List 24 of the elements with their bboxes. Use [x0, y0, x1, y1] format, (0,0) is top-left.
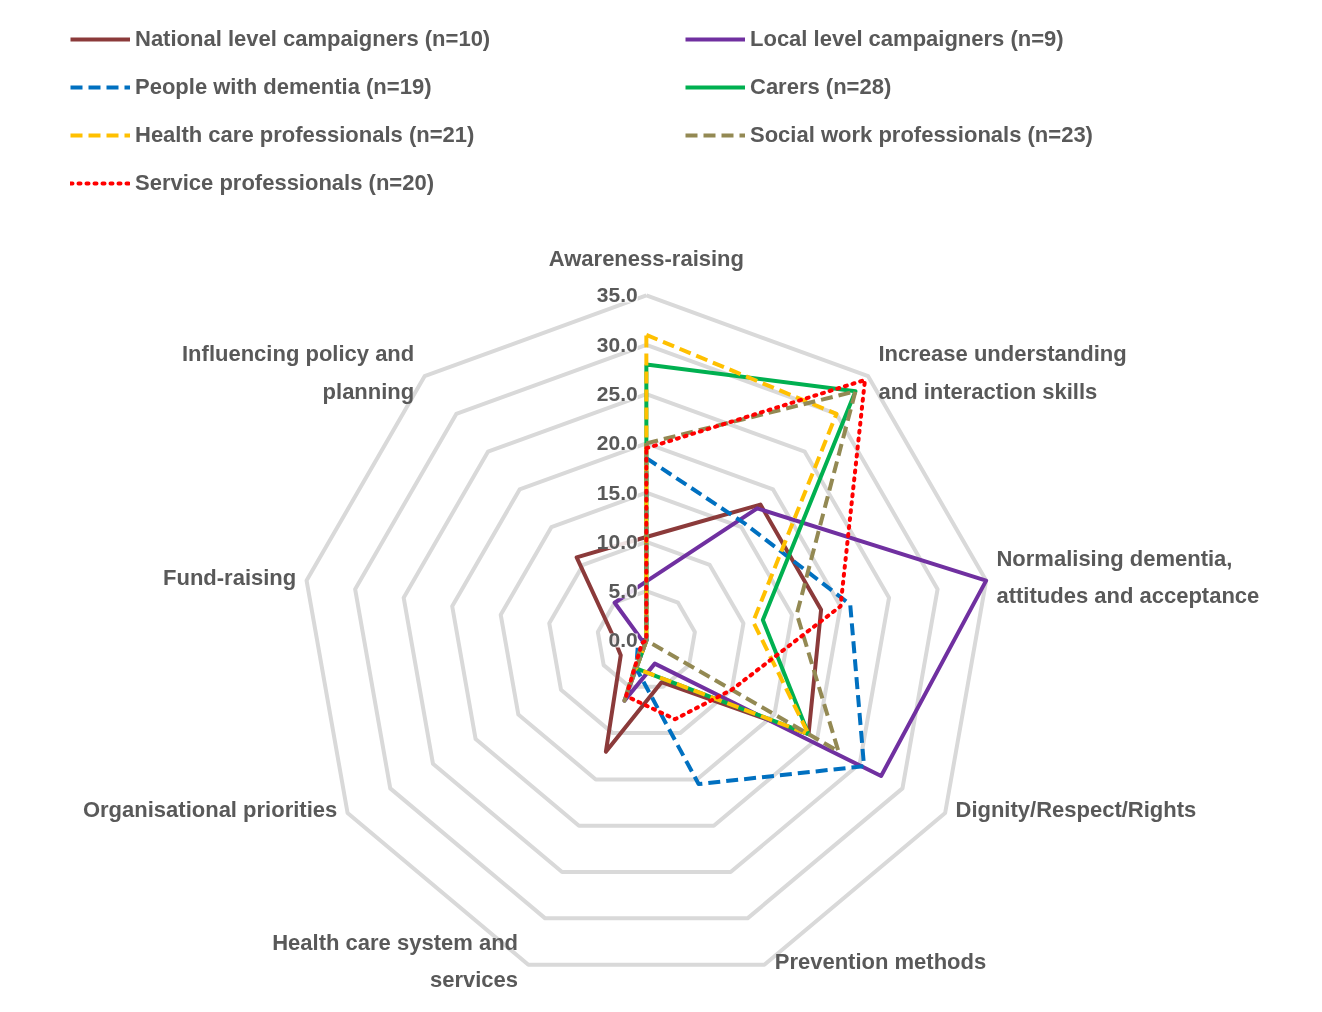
legend-label: Local level campaigners (n=9): [750, 25, 1065, 53]
y-tick-label: 0.0: [608, 628, 638, 652]
spoke-label: Fund-raising: [163, 564, 297, 590]
spoke-label: Organisational priorities: [82, 797, 338, 823]
spoke-label: Normalising dementia, attitudes and acceptance: [996, 545, 1260, 609]
spoke-label: Awareness-raising: [548, 246, 744, 272]
y-tick-label: 5.0: [608, 579, 638, 603]
legend-label: Service professionals (n=20): [135, 169, 435, 197]
y-tick-label: 35.0: [596, 283, 638, 307]
spoke-label: Increase understanding and interaction skills: [878, 341, 1127, 404]
legend-label: Social work professionals (n=23): [750, 121, 1094, 149]
y-tick-label: 15.0: [596, 480, 638, 504]
spoke-label: Health care system and services: [272, 929, 519, 993]
legend-label: National level campaigners (n=10): [135, 25, 492, 53]
legend-label: People with dementia (n=19): [135, 73, 433, 101]
y-tick-label: 30.0: [596, 332, 638, 356]
spoke-label: Prevention methods: [774, 948, 987, 974]
legend-label: Carers (n=28): [750, 73, 893, 101]
y-tick-label: 25.0: [596, 382, 638, 406]
spoke-label: Dignity/Respect/Rights: [955, 797, 1197, 823]
y-tick-label: 10.0: [596, 529, 638, 553]
spoke-label: Influencing policy and planning: [182, 341, 415, 404]
y-tick-label: 20.0: [596, 431, 638, 455]
legend-label: Health care professionals (n=21): [135, 121, 476, 149]
